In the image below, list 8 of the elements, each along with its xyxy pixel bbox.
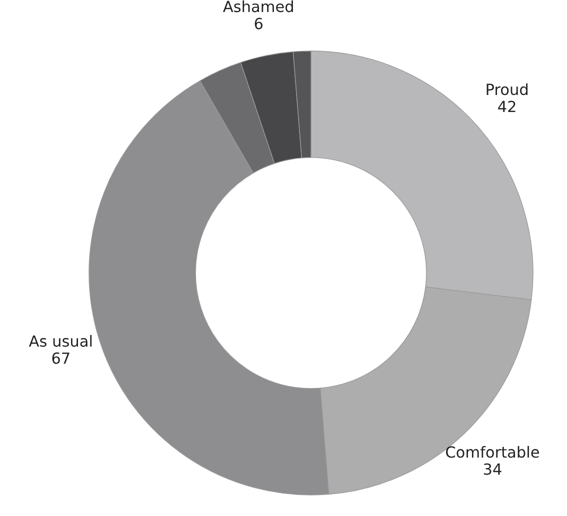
data-label: 34 (484, 463, 502, 475)
slice-label: Proud (486, 83, 528, 96)
slice-label: As usual (28, 334, 92, 347)
data-label: 67 (52, 352, 70, 364)
data-label: 42 (498, 100, 516, 112)
data-label: 6 (254, 18, 262, 30)
slice-label: Comfortable (446, 446, 539, 458)
slice-label: Ashamed (223, 0, 293, 12)
